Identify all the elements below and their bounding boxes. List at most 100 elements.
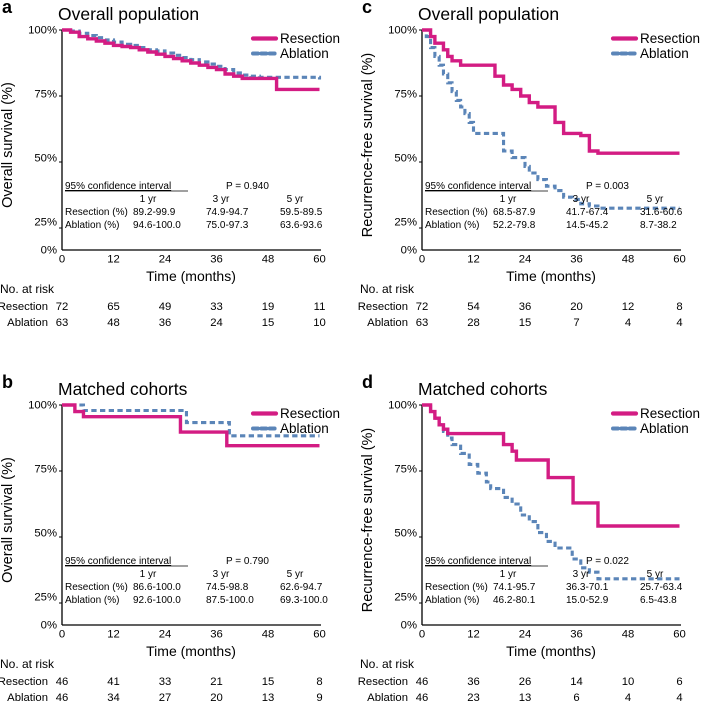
svg-text:1 yr: 1 yr: [140, 569, 157, 580]
svg-text:48: 48: [262, 629, 275, 641]
svg-text:Resection: Resection: [0, 301, 48, 313]
svg-text:63: 63: [416, 317, 429, 329]
svg-text:24: 24: [519, 629, 532, 641]
svg-text:100%: 100%: [28, 25, 57, 37]
svg-text:26: 26: [519, 676, 532, 688]
svg-text:P = 0.003: P = 0.003: [586, 181, 629, 192]
svg-text:100%: 100%: [28, 400, 57, 412]
svg-text:46.2-80.1: 46.2-80.1: [493, 595, 536, 606]
svg-text:Resection: Resection: [358, 676, 408, 688]
svg-text:Ablation (%): Ablation (%): [425, 220, 479, 231]
svg-text:Time (months): Time (months): [506, 643, 596, 659]
svg-text:60: 60: [673, 254, 686, 266]
svg-text:3 yr: 3 yr: [213, 569, 230, 580]
svg-text:33: 33: [159, 676, 172, 688]
svg-text:60: 60: [313, 629, 326, 641]
svg-text:4: 4: [676, 317, 682, 329]
svg-text:5 yr: 5 yr: [287, 569, 304, 580]
svg-text:59.5-89.5: 59.5-89.5: [280, 207, 323, 218]
svg-text:24: 24: [159, 629, 172, 641]
svg-text:62.6-94.7: 62.6-94.7: [280, 582, 323, 593]
svg-text:36.3-70.1: 36.3-70.1: [566, 582, 609, 593]
svg-text:20: 20: [570, 301, 583, 313]
svg-text:36: 36: [570, 629, 583, 641]
svg-text:31.6-60.6: 31.6-60.6: [640, 207, 683, 218]
svg-text:Time (months): Time (months): [146, 643, 236, 659]
svg-text:Time (months): Time (months): [506, 268, 596, 284]
svg-text:24: 24: [159, 254, 172, 266]
svg-text:60: 60: [673, 629, 686, 641]
svg-text:10: 10: [313, 317, 326, 329]
svg-text:0: 0: [59, 629, 65, 641]
svg-text:74.9-94.7: 74.9-94.7: [206, 207, 249, 218]
svg-text:41: 41: [107, 676, 120, 688]
svg-text:No. at risk: No. at risk: [0, 657, 55, 671]
svg-text:Resection: Resection: [640, 406, 700, 421]
svg-text:48: 48: [262, 254, 275, 266]
svg-text:9: 9: [316, 692, 322, 704]
svg-text:48: 48: [107, 317, 120, 329]
svg-text:0: 0: [59, 254, 65, 266]
svg-text:28: 28: [467, 317, 480, 329]
svg-text:5 yr: 5 yr: [287, 194, 304, 205]
svg-text:25%: 25%: [34, 217, 57, 229]
svg-text:34: 34: [107, 692, 120, 704]
svg-text:36: 36: [210, 629, 223, 641]
svg-text:52.2-79.8: 52.2-79.8: [493, 220, 536, 231]
svg-text:1 yr: 1 yr: [500, 194, 517, 205]
svg-text:75%: 75%: [34, 89, 57, 101]
svg-text:25.7-63.4: 25.7-63.4: [640, 582, 683, 593]
svg-text:27: 27: [159, 692, 172, 704]
svg-text:1 yr: 1 yr: [500, 569, 517, 580]
svg-text:54: 54: [467, 301, 480, 313]
svg-text:3 yr: 3 yr: [573, 569, 590, 580]
svg-text:Resection: Resection: [280, 31, 340, 46]
svg-text:0%: 0%: [41, 620, 57, 632]
svg-text:95% confidence interval: 95% confidence interval: [425, 181, 531, 192]
svg-text:63.6-93.6: 63.6-93.6: [280, 220, 323, 231]
svg-text:100%: 100%: [388, 400, 417, 412]
svg-text:Ablation (%): Ablation (%): [65, 220, 119, 231]
svg-text:36: 36: [570, 254, 583, 266]
svg-text:No. at risk: No. at risk: [360, 282, 415, 296]
svg-text:50%: 50%: [34, 528, 57, 540]
svg-text:Ablation: Ablation: [640, 421, 689, 436]
svg-text:Ablation: Ablation: [280, 46, 329, 61]
svg-text:5 yr: 5 yr: [647, 569, 664, 580]
svg-text:12: 12: [622, 301, 635, 313]
svg-text:69.3-100.0: 69.3-100.0: [280, 595, 328, 606]
svg-text:Ablation: Ablation: [7, 317, 48, 329]
svg-text:75.0-97.3: 75.0-97.3: [206, 220, 249, 231]
svg-text:P = 0.940: P = 0.940: [226, 181, 269, 192]
svg-text:13: 13: [262, 692, 275, 704]
svg-text:Overall survival (%): Overall survival (%): [0, 82, 16, 208]
svg-text:Resection: Resection: [0, 676, 48, 688]
svg-text:33: 33: [210, 301, 223, 313]
svg-text:15.0-52.9: 15.0-52.9: [566, 595, 609, 606]
svg-text:25%: 25%: [394, 592, 417, 604]
svg-text:4: 4: [676, 692, 682, 704]
svg-text:7: 7: [573, 317, 579, 329]
svg-text:0: 0: [419, 254, 425, 266]
svg-text:86.6-100.0: 86.6-100.0: [133, 582, 181, 593]
svg-text:12: 12: [467, 629, 480, 641]
svg-text:74.5-98.8: 74.5-98.8: [206, 582, 249, 593]
svg-text:8: 8: [676, 301, 682, 313]
svg-text:36: 36: [467, 676, 480, 688]
svg-text:10: 10: [622, 676, 635, 688]
svg-text:15: 15: [519, 317, 532, 329]
svg-text:P = 0.022: P = 0.022: [586, 556, 629, 567]
svg-text:5 yr: 5 yr: [647, 194, 664, 205]
svg-text:72: 72: [56, 301, 69, 313]
svg-text:14.5-45.2: 14.5-45.2: [566, 220, 609, 231]
svg-text:No. at risk: No. at risk: [0, 282, 55, 296]
svg-text:3 yr: 3 yr: [213, 194, 230, 205]
svg-text:50%: 50%: [34, 153, 57, 165]
svg-text:8: 8: [316, 676, 322, 688]
svg-text:36: 36: [519, 301, 532, 313]
svg-text:Recurrence-free survival (%): Recurrence-free survival (%): [360, 428, 376, 613]
svg-text:50%: 50%: [394, 528, 417, 540]
svg-text:46: 46: [56, 676, 69, 688]
svg-text:Ablation (%): Ablation (%): [425, 595, 479, 606]
svg-text:12: 12: [107, 629, 120, 641]
